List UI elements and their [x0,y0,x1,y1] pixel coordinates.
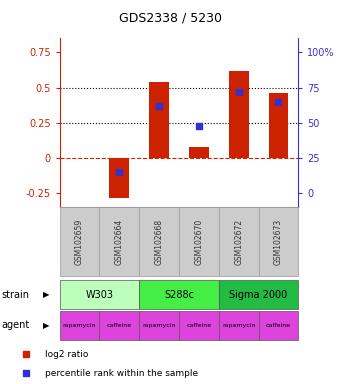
Bar [179,207,219,276]
Bar [269,93,288,158]
Bar [60,280,139,309]
Bar [219,280,298,309]
Bar [229,71,249,158]
Text: W303: W303 [86,290,114,300]
Text: strain: strain [2,290,30,300]
Text: caffeine: caffeine [107,323,132,328]
Bar [219,207,258,276]
Bar [258,207,298,276]
Text: rapamycin: rapamycin [143,323,176,328]
Text: percentile rank within the sample: percentile rank within the sample [45,369,198,378]
Text: Sigma 2000: Sigma 2000 [229,290,288,300]
Bar [60,311,100,340]
Text: S288c: S288c [164,290,194,300]
Bar [139,311,179,340]
Text: log2 ratio: log2 ratio [45,350,89,359]
Bar [60,207,100,276]
Text: agent: agent [2,320,30,331]
Bar [139,280,219,309]
Text: GSM102672: GSM102672 [234,219,243,265]
Bar [149,82,169,158]
Bar [109,158,129,197]
Bar [100,207,139,276]
Bar [100,311,139,340]
Text: GSM102664: GSM102664 [115,219,124,265]
Text: rapamycin: rapamycin [222,323,255,328]
Bar [219,311,258,340]
Bar [139,207,179,276]
Bar [189,147,209,158]
Bar [179,311,219,340]
Text: ▶: ▶ [43,321,49,330]
Text: ▶: ▶ [43,290,49,299]
Text: GSM102668: GSM102668 [154,219,164,265]
Text: GDS2338 / 5230: GDS2338 / 5230 [119,12,222,25]
Text: caffeine: caffeine [266,323,291,328]
Text: GSM102659: GSM102659 [75,219,84,265]
Text: GSM102670: GSM102670 [194,219,204,265]
Bar [258,311,298,340]
Text: GSM102673: GSM102673 [274,219,283,265]
Text: caffeine: caffeine [186,323,211,328]
Text: rapamycin: rapamycin [63,323,96,328]
